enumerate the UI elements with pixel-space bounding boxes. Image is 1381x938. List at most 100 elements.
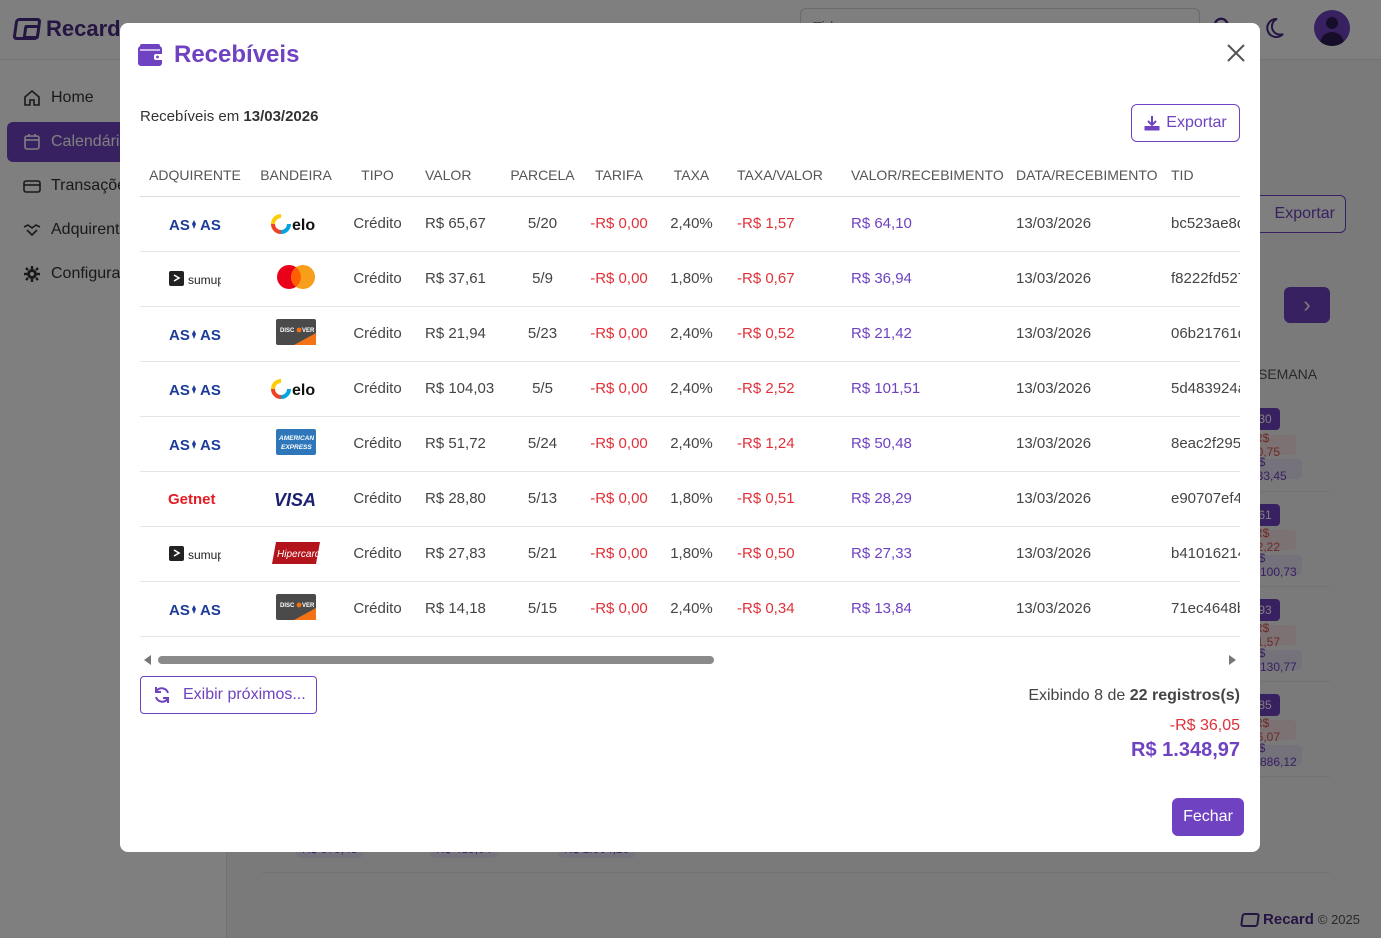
svg-text:elo: elo	[292, 382, 315, 399]
table-row[interactable]: AS AS elo Crédito R$ 104,03 5/5 -R$ 0,00 2,40% -…	[140, 361, 1240, 417]
column-header-tid[interactable]: TID	[1158, 155, 1240, 197]
svg-text:AS: AS	[169, 217, 190, 233]
asaas-logo-icon: AS AS	[169, 595, 221, 623]
svg-text:AS: AS	[200, 217, 221, 233]
installment-cell: 5/23	[502, 306, 583, 362]
svg-text:EXPRESS: EXPRESS	[281, 444, 312, 451]
fee-cell: -R$ 0,00	[583, 581, 655, 637]
svg-text:AS: AS	[200, 437, 221, 453]
column-header-receipt-date[interactable]: DATA/RECEBIMENTO	[1001, 155, 1158, 197]
table-row[interactable]: AS AS DISC VER Crédito R$ 14,18 5/15 -R$ 0,00 2,…	[140, 581, 1240, 637]
modal-title: Recebíveis	[138, 41, 299, 69]
close-icon[interactable]	[1225, 42, 1247, 64]
total-net-amount: R$ 1.348,97	[1131, 739, 1240, 761]
svg-text:AS: AS	[200, 602, 221, 618]
fee-cell: -R$ 0,00	[583, 196, 655, 252]
column-header-acquirer[interactable]: ADQUIRENTE	[140, 155, 250, 197]
column-header-amount[interactable]: VALOR	[413, 155, 502, 197]
records-count: Exibindo 8 de 22 registros(s)	[1028, 687, 1240, 705]
records-total: 22 registros(s)	[1129, 687, 1240, 704]
amount-cell: R$ 21,94	[413, 306, 502, 362]
svg-text:Getnet: Getnet	[168, 491, 216, 508]
type-cell: Crédito	[342, 251, 413, 307]
installment-cell: 5/24	[502, 416, 583, 472]
table-row[interactable]: AS AS AMERICAN EXPRESS Crédito R$ 51,72 5/24 -R…	[140, 416, 1240, 472]
brand-cell: DISC VER	[250, 581, 342, 637]
net-amount-cell: R$ 36,94	[834, 251, 1001, 307]
tid-cell: bc523ae8d	[1158, 196, 1240, 252]
svg-text:elo: elo	[292, 217, 315, 234]
column-header-installment[interactable]: PARCELA	[502, 155, 583, 197]
svg-text:AMERICAN: AMERICAN	[278, 435, 314, 442]
asaas-logo-icon: AS AS	[169, 210, 221, 238]
column-header-brand[interactable]: BANDEIRA	[250, 155, 342, 197]
hipercard-logo-icon: Hipercard	[272, 539, 320, 567]
modal-title-text: Recebíveis	[174, 41, 300, 68]
rate-value-cell: -R$ 0,52	[728, 306, 834, 362]
column-header-fee[interactable]: TARIFA	[583, 155, 655, 197]
installment-cell: 5/21	[502, 526, 583, 582]
net-amount-cell: R$ 28,29	[834, 471, 1001, 527]
table-row[interactable]: sumup Hipercard Crédito R$ 27,83 5/21 -R$ 0,0…	[140, 526, 1240, 582]
amount-cell: R$ 14,18	[413, 581, 502, 637]
scrollbar-thumb[interactable]	[158, 656, 714, 664]
table-row[interactable]: AS AS elo Crédito R$ 65,67 5/20 -R$ 0,00 2,40% -…	[140, 196, 1240, 252]
scroll-left-arrow-icon[interactable]	[144, 655, 151, 665]
column-header-type[interactable]: TIPO	[342, 155, 413, 197]
column-header-rate-value[interactable]: TAXA/VALOR	[728, 155, 834, 197]
rate-cell: 2,40%	[655, 361, 728, 417]
receipt-date-cell: 13/03/2026	[1001, 196, 1158, 252]
tid-cell: 5d483924a	[1158, 361, 1240, 417]
svg-text:sumup: sumup	[188, 548, 221, 562]
brand-cell: elo	[250, 361, 342, 417]
net-amount-cell: R$ 64,10	[834, 196, 1001, 252]
installment-cell: 5/9	[502, 251, 583, 307]
acquirer-cell: sumup	[140, 526, 250, 582]
elo-logo-icon: elo	[271, 375, 321, 403]
receipt-date-cell: 13/03/2026	[1001, 526, 1158, 582]
net-amount-cell: R$ 27,33	[834, 526, 1001, 582]
amount-cell: R$ 27,83	[413, 526, 502, 582]
tid-cell: b41016214	[1158, 526, 1240, 582]
fee-cell: -R$ 0,00	[583, 361, 655, 417]
rate-value-cell: -R$ 0,34	[728, 581, 834, 637]
svg-text:AS: AS	[169, 327, 190, 343]
show-more-button[interactable]: Exibir próximos...	[140, 676, 317, 714]
acquirer-cell: sumup	[140, 251, 250, 307]
rate-value-cell: -R$ 2,52	[728, 361, 834, 417]
acquirer-cell: AS AS	[140, 416, 250, 472]
amount-cell: R$ 51,72	[413, 416, 502, 472]
type-cell: Crédito	[342, 581, 413, 637]
rate-value-cell: -R$ 1,24	[728, 416, 834, 472]
acquirer-cell: AS AS	[140, 581, 250, 637]
total-fees: -R$ 36,05	[1169, 717, 1240, 734]
asaas-logo-icon: AS AS	[169, 320, 221, 348]
horizontal-scrollbar[interactable]	[140, 653, 1240, 667]
net-amount-cell: R$ 50,48	[834, 416, 1001, 472]
table-header-row: ADQUIRENTE BANDEIRA TIPO VALOR PARCELA T…	[140, 155, 1240, 197]
table-row[interactable]: Getnet VISA Crédito R$ 28,80 5/13 -R$ 0,00 1,8…	[140, 471, 1240, 527]
mastercard-logo-icon	[275, 263, 317, 291]
type-cell: Crédito	[342, 471, 413, 527]
table-row[interactable]: sumup Crédito R$ 37,61 5/9 -R$ 0,00 1,80% -R$ …	[140, 251, 1240, 307]
svg-text:DISC: DISC	[280, 328, 295, 334]
fee-cell: -R$ 0,00	[583, 306, 655, 362]
net-amount-cell: R$ 101,51	[834, 361, 1001, 417]
installment-cell: 5/20	[502, 196, 583, 252]
table-row[interactable]: AS AS DISC VER Crédito R$ 21,94 5/23 -R$ 0,00 2,…	[140, 306, 1240, 362]
net-amount-cell: R$ 21,42	[834, 306, 1001, 362]
acquirer-cell: AS AS	[140, 196, 250, 252]
rate-value-cell: -R$ 0,51	[728, 471, 834, 527]
acquirer-cell: AS AS	[140, 361, 250, 417]
close-button[interactable]: Fechar	[1172, 798, 1244, 836]
scroll-right-arrow-icon[interactable]	[1229, 655, 1236, 665]
type-cell: Crédito	[342, 526, 413, 582]
column-header-net-amount[interactable]: VALOR/RECEBIMENTO	[834, 155, 1004, 197]
subtitle-prefix: Recebíveis em	[140, 108, 240, 125]
rate-cell: 1,80%	[655, 471, 728, 527]
column-header-rate[interactable]: TAXA	[655, 155, 728, 197]
receivables-table[interactable]: ADQUIRENTE BANDEIRA TIPO VALOR PARCELA T…	[140, 155, 1240, 637]
svg-text:VER: VER	[302, 328, 315, 334]
svg-text:AS: AS	[200, 327, 221, 343]
export-button[interactable]: Exportar	[1131, 104, 1240, 142]
